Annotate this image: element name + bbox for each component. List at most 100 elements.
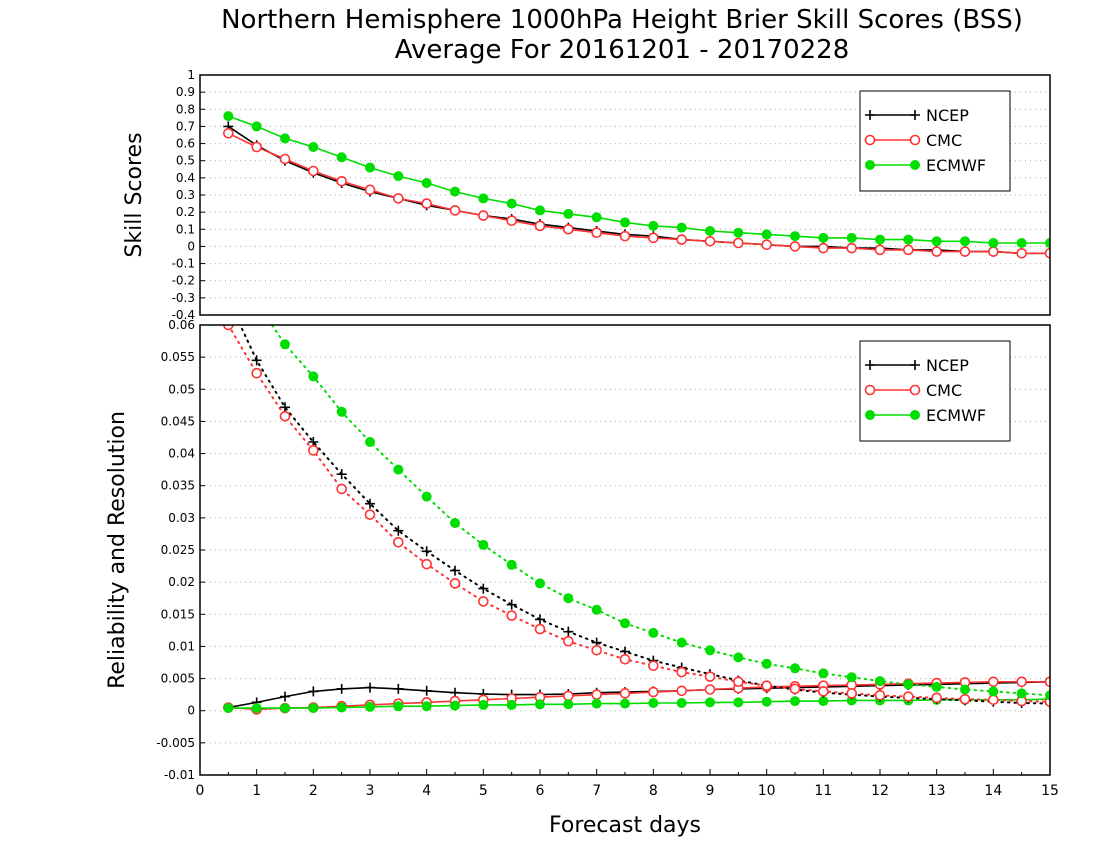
data-point [1016, 688, 1027, 699]
series-ecmwf-resolution [270, 325, 1050, 701]
legend-label: ECMWF [926, 156, 986, 175]
data-point [308, 703, 319, 714]
chart-title: Northern Hemisphere 1000hPa Height Brier… [221, 5, 1023, 35]
data-point [478, 210, 489, 221]
data-point [535, 699, 545, 710]
skill-score-series [223, 111, 1050, 259]
data-point [789, 683, 801, 695]
data-point [648, 686, 659, 698]
legend-item-ncep: NCEP [865, 356, 969, 375]
data-point [450, 700, 460, 711]
x-tick-label: 7 [592, 783, 601, 799]
data-point [450, 186, 460, 197]
data-point [846, 688, 857, 699]
data-point [988, 238, 999, 248]
data-point [506, 699, 517, 710]
legend-swatch-marker [909, 384, 921, 396]
y-tick-label: -0.1 [172, 257, 195, 271]
y-tick-label: 0 [187, 704, 195, 718]
data-point [308, 142, 319, 152]
y-tick-label: 0.015 [161, 607, 195, 621]
data-point [931, 692, 942, 704]
data-point [449, 205, 461, 216]
data-point [393, 171, 404, 182]
data-point [761, 680, 772, 691]
legend-label: ECMWF [926, 406, 986, 425]
chart-subtitle: Average For 20161201 - 20170228 [395, 35, 850, 65]
data-point [336, 683, 347, 694]
data-point [421, 178, 432, 188]
data-point [903, 234, 914, 245]
data-point [818, 232, 829, 243]
y-tick-label: 0.06 [168, 318, 195, 332]
x-tick-label: 6 [536, 783, 545, 799]
data-point [704, 671, 716, 682]
y-tick-label: 0.1 [176, 222, 195, 236]
legend-item-ncep: NCEP [865, 106, 969, 125]
data-point [733, 697, 744, 708]
data-point [421, 701, 432, 712]
data-point [563, 626, 574, 637]
data-point [251, 121, 262, 132]
legend-swatch-marker [909, 134, 921, 146]
data-point [364, 184, 376, 196]
data-point [620, 217, 630, 228]
y-tick-label: 0.7 [176, 119, 195, 133]
x-tick-label: 8 [649, 783, 658, 799]
y-tick-label: 0.005 [161, 672, 195, 686]
data-point [506, 198, 517, 209]
y-tick-label: 0.045 [161, 414, 195, 428]
data-point [676, 666, 687, 678]
data-point [308, 165, 319, 177]
data-point [279, 410, 291, 422]
forecast-days-x-ticks: 0 1 2 3 4 5 6 7 8 9 10 11 12 13 14 15 [196, 769, 1059, 799]
data-point [761, 658, 772, 669]
data-point [846, 672, 857, 683]
data-point [280, 691, 290, 702]
data-point [280, 133, 290, 144]
data-point [336, 175, 347, 187]
data-point [336, 152, 347, 163]
data-point [648, 232, 659, 244]
x-tick-label: 9 [706, 783, 715, 799]
data-point [874, 244, 886, 256]
x-tick-label: 14 [984, 783, 1002, 799]
data-point [676, 685, 687, 697]
data-point [960, 236, 970, 247]
data-point [534, 220, 546, 232]
data-point [223, 325, 234, 331]
series-line [270, 325, 1050, 697]
y-tick-label: 0.8 [176, 102, 195, 116]
data-point [1045, 238, 1050, 248]
y-tick-label: 0.03 [168, 511, 195, 525]
data-point [789, 241, 801, 252]
data-point [620, 618, 630, 629]
data-point [1045, 690, 1050, 701]
data-point [761, 696, 772, 707]
y-tick-label: -0.3 [172, 291, 195, 305]
data-point [790, 231, 800, 242]
data-point [421, 558, 432, 570]
data-point [506, 215, 517, 227]
skill-score-y-axis-label: Skill Scores [122, 132, 147, 257]
data-point [478, 193, 489, 204]
data-point [790, 663, 800, 674]
data-point [223, 127, 234, 139]
data-point [393, 683, 404, 694]
y-tick-label: -0.01 [164, 768, 195, 782]
legend-swatch-marker [865, 360, 875, 370]
data-point [563, 593, 574, 604]
data-point [1016, 676, 1027, 688]
data-point [308, 686, 319, 697]
data-point [279, 153, 291, 165]
skill-score-panel: -0.4 -0.3 -0.2 -0.1 0 0.1 0.2 0.3 0.4 0.5 0.6 0.7 0.… [122, 68, 1051, 322]
data-point [534, 623, 546, 635]
data-point [988, 676, 999, 688]
data-point [478, 596, 489, 607]
legend-swatch-marker [910, 410, 920, 420]
data-point [1044, 676, 1050, 688]
data-point [619, 688, 631, 699]
y-tick-label: 0.2 [176, 205, 195, 219]
data-point [506, 559, 517, 570]
data-point [535, 614, 545, 625]
